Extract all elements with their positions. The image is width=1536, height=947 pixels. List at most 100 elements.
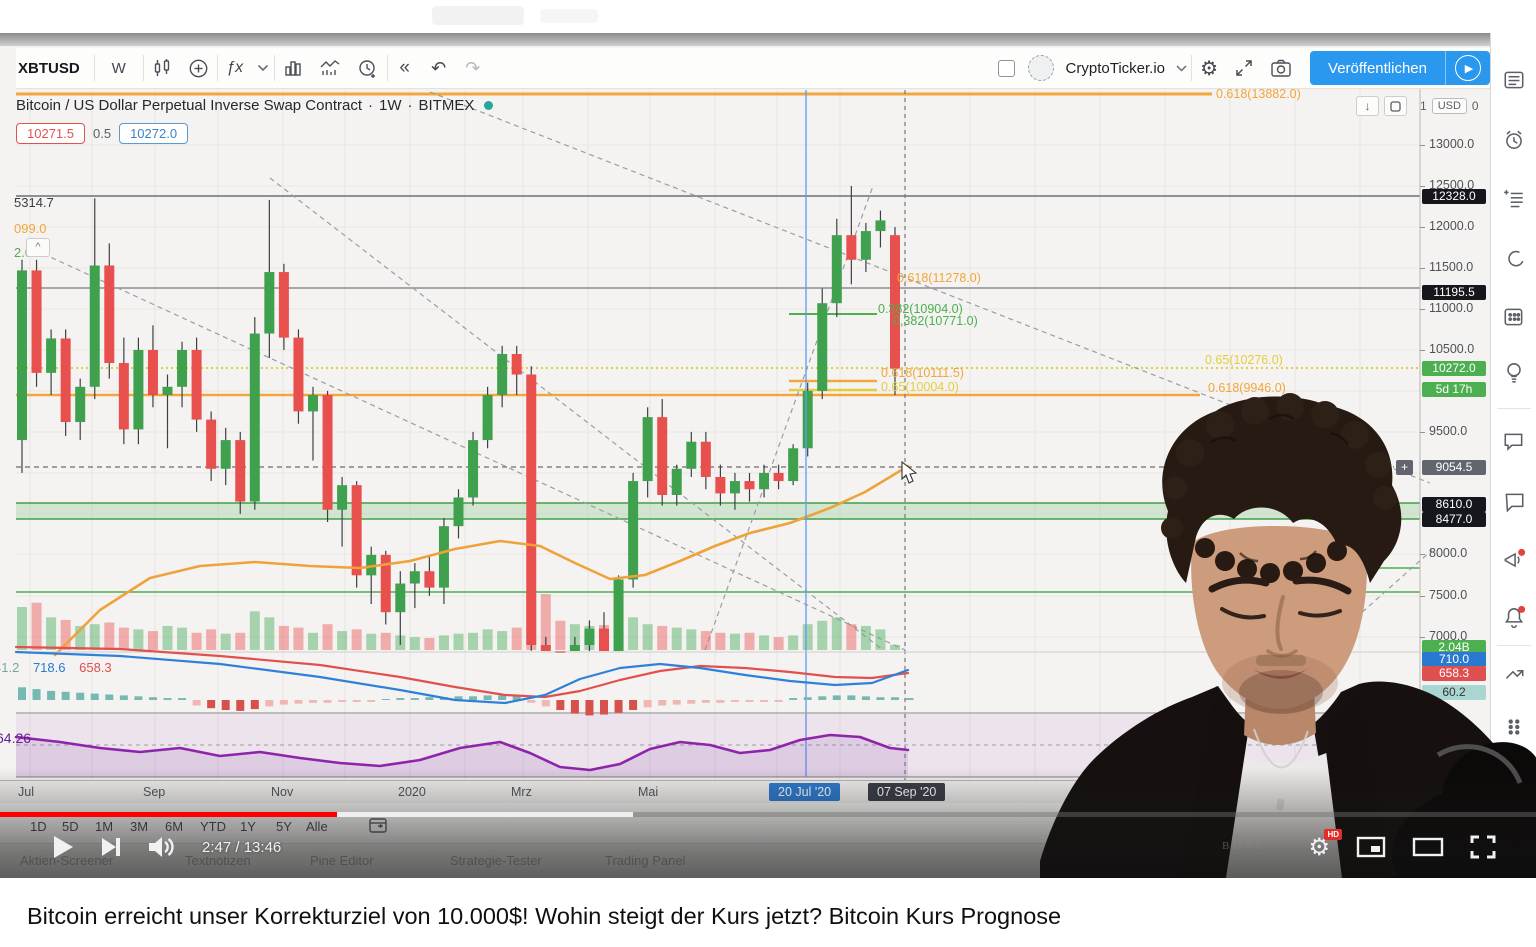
compare-plus-icon[interactable] xyxy=(180,48,217,88)
svg-text:0.65(10276.0): 0.65(10276.0) xyxy=(1205,353,1283,367)
presenter-lips xyxy=(1253,669,1307,679)
buy-price-button[interactable]: 10272.0 xyxy=(119,123,189,144)
price-tick-label: 7500.0 xyxy=(1429,588,1468,602)
chart-exchange[interactable]: BITMEX xyxy=(418,97,475,114)
redo-icon[interactable]: ↷ xyxy=(465,57,481,78)
sidebar-divider xyxy=(1497,645,1531,646)
market-status-dot xyxy=(484,101,494,110)
account-name[interactable]: CryptoTicker.io xyxy=(1065,59,1166,77)
undo-icon[interactable]: ↶ xyxy=(431,57,447,78)
volume-icon[interactable] xyxy=(148,835,176,859)
progress-track[interactable] xyxy=(0,812,1536,817)
public-chat-icon[interactable] xyxy=(1502,430,1526,454)
price-tick-mark xyxy=(1420,554,1425,555)
publish-button[interactable]: Veröffentlichen ▶ xyxy=(1310,51,1490,85)
presenter-eyes-closed xyxy=(1220,607,1266,620)
layout-select-checkbox[interactable] xyxy=(990,48,1024,88)
price-tick-mark xyxy=(1420,268,1425,269)
toolbar-divider xyxy=(273,55,275,81)
toolbar-divider xyxy=(93,55,95,81)
price-tag: 12328.0 xyxy=(1422,188,1486,204)
legend-value: 099.0 xyxy=(14,221,47,236)
detail-icon[interactable] xyxy=(1502,188,1526,212)
templates-columns-icon[interactable] xyxy=(275,48,311,88)
news-hook-icon[interactable] xyxy=(1502,248,1526,272)
player-settings-gear-icon[interactable]: ⚙ HD xyxy=(1308,828,1342,862)
symbol-button[interactable]: XBTUSD xyxy=(18,59,80,77)
scroll-to-recent-icon[interactable]: ↓ xyxy=(1356,96,1379,116)
price-tick-mark xyxy=(1420,145,1425,146)
indicators-fx-button[interactable]: ƒx xyxy=(226,59,244,76)
toolbar-divider xyxy=(1191,55,1193,81)
publish-divider xyxy=(1445,51,1446,85)
ideas-bulb-icon[interactable] xyxy=(1502,360,1526,384)
chart-interval[interactable]: 1W xyxy=(379,97,402,114)
price-tag: 60.2 xyxy=(1422,684,1486,700)
hd-badge: HD xyxy=(1324,828,1342,840)
price-tick-label: 13000.0 xyxy=(1429,137,1475,151)
miniplayer-icon[interactable] xyxy=(1356,836,1386,858)
price-axis-header: ↓ 1 USD 0 xyxy=(1356,96,1479,116)
video-title[interactable]: Bitcoin erreicht unser Korrekturziel von… xyxy=(27,903,1062,929)
blurred-browser-chrome xyxy=(0,33,1536,46)
svg-text:0.382(10904.0): 0.382(10904.0) xyxy=(878,302,963,316)
interval-button[interactable]: W xyxy=(111,59,126,77)
progress-played xyxy=(0,812,337,817)
youtube-video-frame[interactable]: 0.618(13882.0) 0.618(11278.0) 0.382(10904.… xyxy=(0,33,1536,878)
blurred-browser-tab xyxy=(540,9,598,23)
price-tick-label: 11000.0 xyxy=(1429,301,1474,315)
reset-scale-icon[interactable] xyxy=(1384,96,1407,116)
replay-icon[interactable]: « xyxy=(399,57,410,78)
next-button[interactable] xyxy=(100,836,122,858)
more-grid-icon[interactable] xyxy=(1502,715,1526,739)
chart-title[interactable]: Bitcoin / US Dollar Perpetual Inverse Sw… xyxy=(16,97,362,114)
theater-mode-icon[interactable] xyxy=(1412,837,1444,857)
alert-clock-icon[interactable] xyxy=(1502,128,1526,152)
play-button[interactable] xyxy=(52,835,74,859)
alert-clock-plus-icon[interactable] xyxy=(349,48,387,88)
price-tag: 10272.0 xyxy=(1422,360,1486,376)
price-tag: 8477.0 xyxy=(1422,511,1486,527)
account-chevron-icon[interactable] xyxy=(1171,48,1191,88)
sell-price-button[interactable]: 10271.5 xyxy=(16,123,85,144)
svg-text:0.618(11278.0): 0.618(11278.0) xyxy=(897,271,981,285)
settings-gear-icon[interactable]: ⚙ xyxy=(1200,57,1218,80)
collapse-legend-button[interactable]: ^ xyxy=(26,238,50,257)
camera-snapshot-icon[interactable] xyxy=(1262,48,1300,88)
private-chat-icon[interactable] xyxy=(1502,490,1526,514)
publish-ideas-icon[interactable] xyxy=(1502,662,1526,686)
chevron-down-icon[interactable] xyxy=(252,48,274,88)
scale-right-value: 0 xyxy=(1471,99,1479,113)
fullscreen-toggle-icon[interactable] xyxy=(1470,835,1496,859)
data-window-icon[interactable] xyxy=(1502,305,1526,329)
svg-text:0.618(9946.0): 0.618(9946.0) xyxy=(1208,381,1286,395)
account-avatar[interactable] xyxy=(1024,48,1058,88)
player-controls-right: ⚙ HD xyxy=(1308,828,1496,864)
indicator-templates-icon[interactable] xyxy=(311,48,349,88)
currency-toggle[interactable]: USD xyxy=(1431,98,1467,114)
publish-play-icon[interactable]: ▶ xyxy=(1446,51,1490,85)
chart-style-candles-icon[interactable] xyxy=(144,48,180,88)
time-display: 2:47 / 13:46 xyxy=(202,838,282,856)
toolbar-divider xyxy=(216,55,218,81)
presenter-eyebrows xyxy=(1208,576,1270,593)
price-tick-mark xyxy=(1420,637,1425,638)
tradingview-chart-canvas[interactable]: 0.618(13882.0) 0.618(11278.0) 0.382(10904.… xyxy=(0,33,1536,878)
price-tick-label: 8000.0 xyxy=(1429,546,1468,560)
sidebar-divider xyxy=(1497,408,1531,409)
tradingview-toolbar: XBTUSD W ƒx xyxy=(16,48,1490,89)
player-bottom-gradient xyxy=(0,768,1536,878)
scale-left-value: 1 xyxy=(1420,99,1427,113)
streams-icon[interactable] xyxy=(1502,548,1526,572)
legend-separator: · xyxy=(407,97,413,114)
price-tag: 658.3 xyxy=(1422,665,1486,681)
player-controls-left: 2:47 / 13:46 xyxy=(52,830,281,864)
fullscreen-icon[interactable] xyxy=(1226,48,1262,88)
watchlist-icon[interactable] xyxy=(1502,68,1526,92)
player-progress-bar[interactable] xyxy=(0,812,1536,817)
price-tick-label: 9500.0 xyxy=(1429,424,1468,438)
price-tick-mark xyxy=(1420,227,1425,228)
notifications-bell-icon[interactable] xyxy=(1502,605,1526,629)
macd-legend: 41.2 718.6 658.3 xyxy=(0,660,112,675)
crosshair-plus-button[interactable]: + xyxy=(1396,459,1413,475)
